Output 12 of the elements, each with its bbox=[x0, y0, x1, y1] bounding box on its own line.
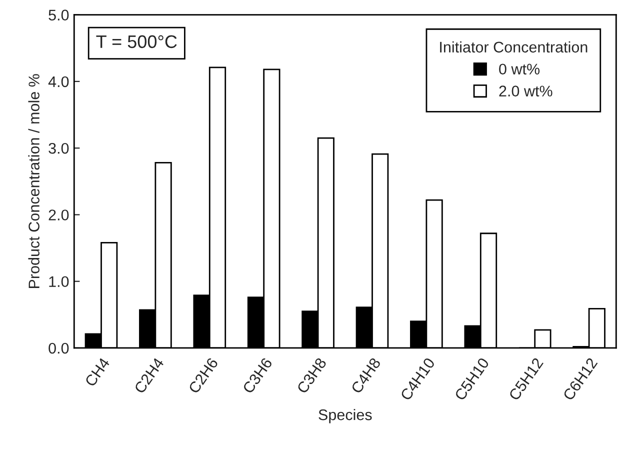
legend-title: Initiator Concentration bbox=[440, 41, 588, 53]
y-axis-title: Product Concentration / mole % bbox=[28, 74, 40, 288]
y-tick-label: 3.0 bbox=[48, 142, 69, 154]
annotation: T = 500°C bbox=[96, 35, 177, 48]
legend-label: 2.0 wt% bbox=[499, 86, 552, 96]
y-tick-label: 4.0 bbox=[48, 76, 69, 88]
y-tick-label: 0.0 bbox=[48, 342, 69, 354]
y-tick-label: 5.0 bbox=[48, 10, 69, 21]
x-axis-title: Species bbox=[318, 408, 372, 424]
y-tick-label: 1.0 bbox=[49, 276, 69, 288]
y-tick-label: 2.0 bbox=[48, 210, 69, 220]
legend-label: 0 wt% bbox=[499, 64, 540, 75]
